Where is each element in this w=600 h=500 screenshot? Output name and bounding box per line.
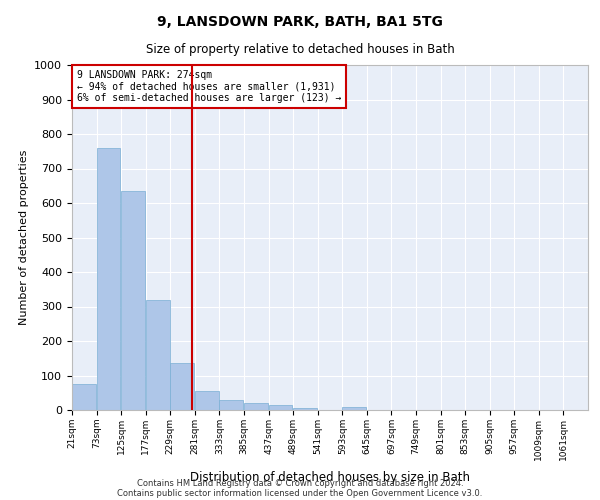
X-axis label: Distribution of detached houses by size in Bath: Distribution of detached houses by size …: [190, 471, 470, 484]
Bar: [146, 300, 170, 410]
Bar: [121, 191, 145, 410]
Bar: [170, 364, 194, 410]
Bar: [195, 391, 218, 410]
Text: 9, LANSDOWN PARK, BATH, BA1 5TG: 9, LANSDOWN PARK, BATH, BA1 5TG: [157, 15, 443, 29]
Bar: [220, 400, 243, 410]
Text: Contains HM Land Registry data © Crown copyright and database right 2024.: Contains HM Land Registry data © Crown c…: [137, 478, 463, 488]
Text: 9 LANSDOWN PARK: 274sqm
← 94% of detached houses are smaller (1,931)
6% of semi-: 9 LANSDOWN PARK: 274sqm ← 94% of detache…: [77, 70, 341, 103]
Bar: [269, 405, 292, 410]
Bar: [293, 408, 317, 410]
Bar: [97, 148, 121, 410]
Text: Size of property relative to detached houses in Bath: Size of property relative to detached ho…: [146, 42, 454, 56]
Bar: [342, 406, 366, 410]
Bar: [244, 403, 268, 410]
Y-axis label: Number of detached properties: Number of detached properties: [19, 150, 29, 325]
Bar: [72, 384, 96, 410]
Text: Contains public sector information licensed under the Open Government Licence v3: Contains public sector information licen…: [118, 488, 482, 498]
